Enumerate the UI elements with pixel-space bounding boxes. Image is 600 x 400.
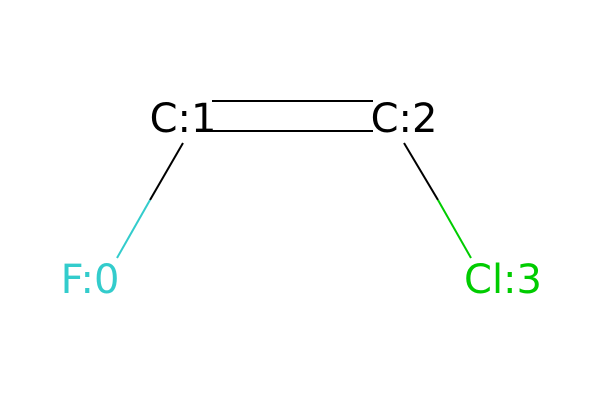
bond-c2-cl3-carbon-half	[403, 142, 439, 201]
bond-f0-c1-carbon-half	[149, 142, 184, 201]
bond-f0-c1-fluorine-half	[116, 199, 151, 259]
atom-label-cl3: Cl:3	[464, 257, 542, 303]
atom-label-f0: F:0	[61, 257, 120, 303]
bond-c2-cl3-chlorine-half	[437, 199, 472, 259]
bond-f0-c1	[116, 142, 184, 259]
atom-label-c2: C:2	[371, 96, 438, 142]
bond-c2-cl3	[403, 142, 472, 259]
bond-c1-c2	[212, 100, 373, 132]
atom-label-c1: C:1	[150, 96, 217, 142]
